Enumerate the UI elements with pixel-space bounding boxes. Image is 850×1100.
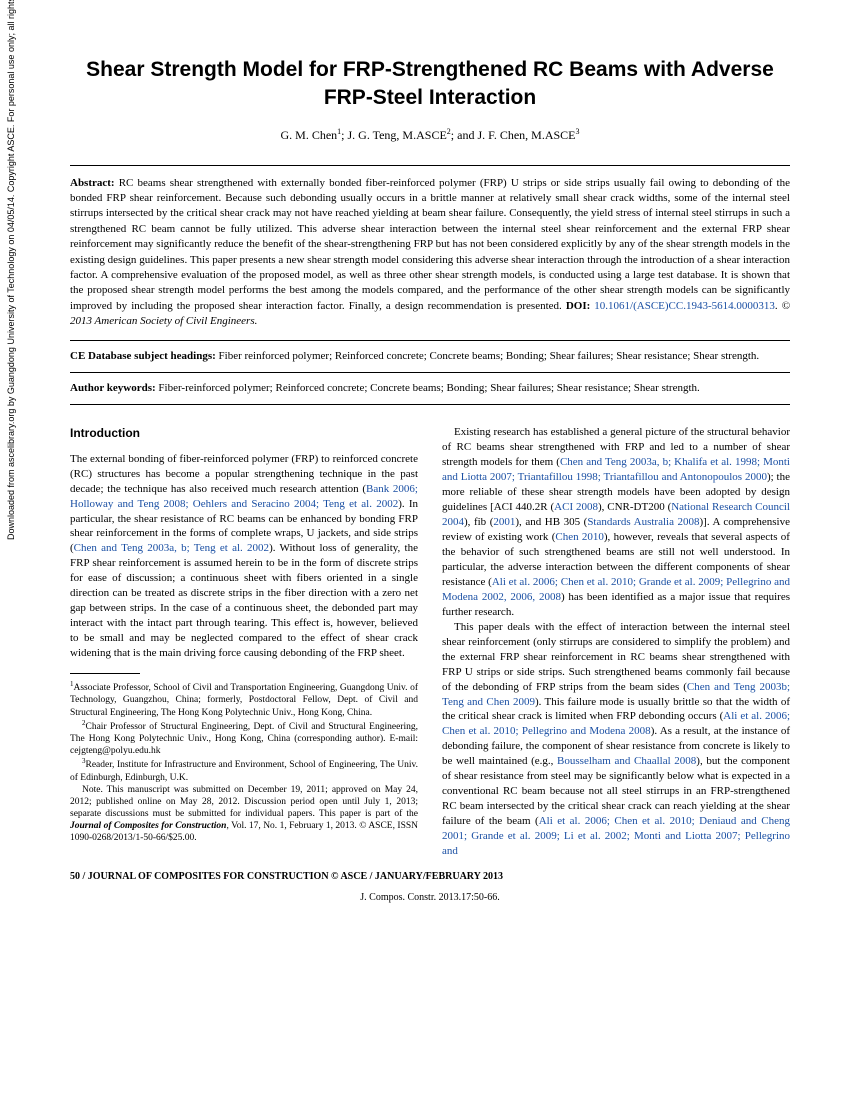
paper-title: Shear Strength Model for FRP-Strengthene… bbox=[70, 56, 790, 113]
right-p1: Existing research has established a gene… bbox=[442, 425, 790, 619]
text-run: ). Without loss of generality, the FRP s… bbox=[70, 542, 418, 659]
note-text: Note. This manuscript was submitted on D… bbox=[70, 785, 418, 819]
column-right: Existing research has established a gene… bbox=[442, 425, 790, 859]
abstract: Abstract: RC beams shear strengthened wi… bbox=[70, 166, 790, 340]
citation-link[interactable]: Bousselham and Chaallal 2008 bbox=[557, 755, 696, 767]
page-footer: 50 / JOURNAL OF COMPOSITES FOR CONSTRUCT… bbox=[70, 859, 790, 882]
journal-name: Journal of Composites for Construction bbox=[70, 821, 226, 831]
affil-text: Chair Professor of Structural Engineerin… bbox=[70, 722, 418, 756]
citation-link[interactable]: Chen 2010 bbox=[555, 531, 604, 543]
text-run: ), CNR-DT200 ( bbox=[598, 501, 671, 513]
affil-rule bbox=[70, 673, 140, 674]
column-left: Introduction The external bonding of fib… bbox=[70, 425, 418, 859]
abstract-text: RC beams shear strengthened with externa… bbox=[70, 177, 790, 312]
download-note: Downloaded from ascelibrary.org by Guang… bbox=[6, 0, 16, 540]
subject-headings: CE Database subject headings: Fiber rein… bbox=[70, 341, 790, 372]
subject-label: CE Database subject headings: bbox=[70, 350, 216, 362]
introduction-heading: Introduction bbox=[70, 425, 418, 441]
doi-link[interactable]: 10.1061/(ASCE)CC.1943-5614.0000313 bbox=[594, 300, 775, 312]
text-run: ), and HB 305 ( bbox=[515, 516, 587, 528]
bottom-citation: J. Compos. Constr. 2013.17:50-66. bbox=[70, 882, 790, 903]
intro-paragraph: The external bonding of fiber-reinforced… bbox=[70, 452, 418, 661]
doi-label: DOI: bbox=[566, 300, 590, 312]
paper-page: Shear Strength Model for FRP-Strengthene… bbox=[0, 0, 850, 923]
rule-4 bbox=[70, 404, 790, 405]
subject-text: Fiber reinforced polymer; Reinforced con… bbox=[219, 350, 760, 362]
keywords-text: Fiber-reinforced polymer; Reinforced con… bbox=[158, 382, 699, 394]
affiliation-2: 2Chair Professor of Structural Engineeri… bbox=[70, 719, 418, 758]
abstract-label: Abstract: bbox=[70, 177, 115, 189]
body-columns: Introduction The external bonding of fib… bbox=[70, 425, 790, 859]
author-keywords: Author keywords: Fiber-reinforced polyme… bbox=[70, 373, 790, 404]
citation-link[interactable]: Chen and Teng 2003a, b; Teng et al. 2002 bbox=[74, 542, 269, 554]
citation-link[interactable]: Standards Australia 2008 bbox=[587, 516, 699, 528]
manuscript-note: Note. This manuscript was submitted on D… bbox=[70, 784, 418, 845]
affil-text: Associate Professor, School of Civil and… bbox=[70, 683, 418, 717]
citation-link[interactable]: ACI 2008 bbox=[554, 501, 598, 513]
affiliation-1: 1Associate Professor, School of Civil an… bbox=[70, 680, 418, 719]
authors: G. M. Chen1; J. G. Teng, M.ASCE2; and J.… bbox=[70, 127, 790, 143]
keywords-label: Author keywords: bbox=[70, 382, 156, 394]
right-p2: This paper deals with the effect of inte… bbox=[442, 620, 790, 859]
text-run: ), fib ( bbox=[464, 516, 493, 528]
affil-text: Reader, Institute for Infrastructure and… bbox=[70, 760, 418, 782]
affiliation-3: 3Reader, Institute for Infrastructure an… bbox=[70, 757, 418, 783]
citation-link[interactable]: 2001 bbox=[493, 516, 515, 528]
